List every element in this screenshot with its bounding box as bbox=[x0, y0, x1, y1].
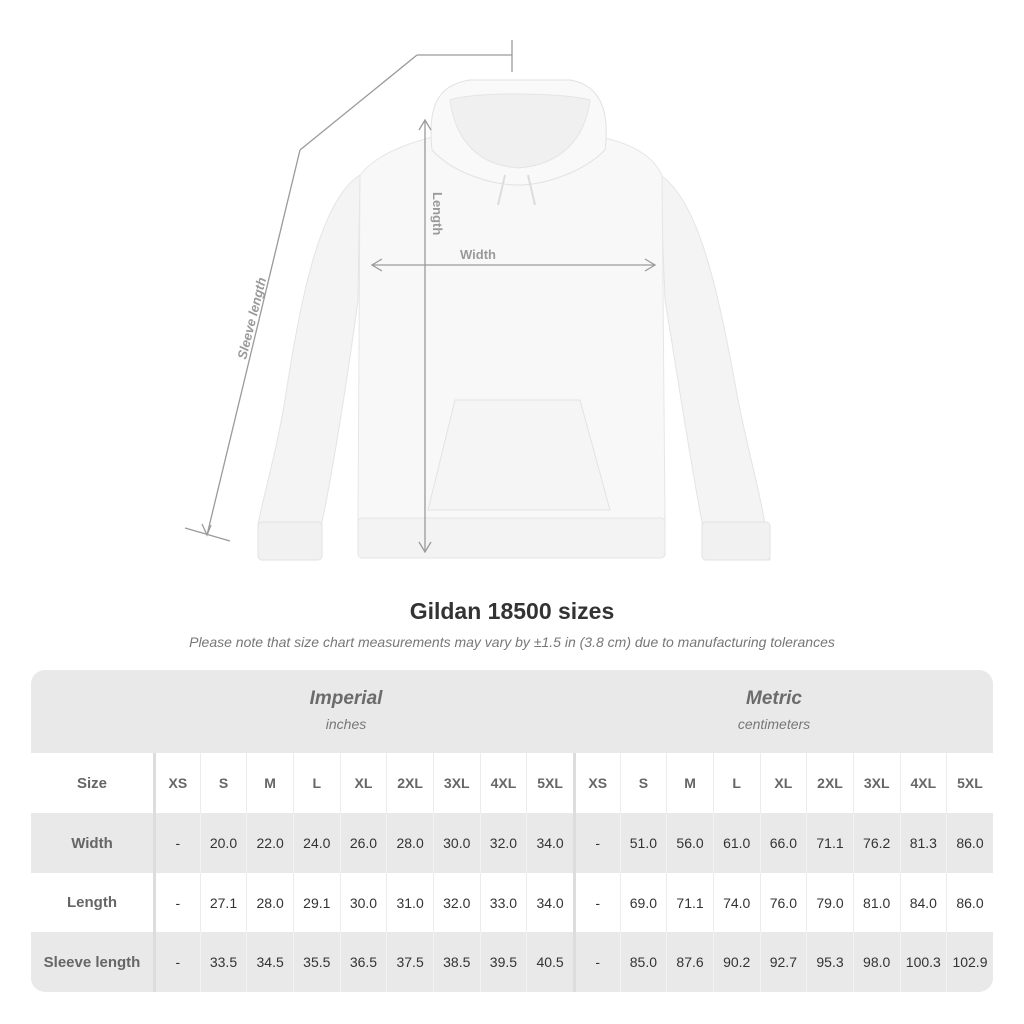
table-cell: 34.0 bbox=[526, 813, 573, 873]
table-cell: 100.3 bbox=[899, 932, 947, 992]
table-cell: M bbox=[246, 753, 293, 813]
table-cell: - bbox=[153, 873, 200, 932]
measurement-lines bbox=[184, 40, 657, 554]
table-cell: S bbox=[619, 753, 667, 813]
table-cell: 33.0 bbox=[479, 873, 527, 932]
table-cell: 74.0 bbox=[712, 873, 760, 932]
table-cell: 20.0 bbox=[199, 813, 247, 873]
table-cell: 102.9 bbox=[946, 932, 993, 992]
table-cell: 71.1 bbox=[806, 813, 853, 873]
table-cell: - bbox=[572, 932, 620, 992]
sleeve-length-line bbox=[206, 149, 301, 536]
table-cell: 22.0 bbox=[246, 813, 293, 873]
group-name: Metric bbox=[746, 688, 802, 709]
table-cell: 81.0 bbox=[852, 873, 900, 932]
table-cell: - bbox=[572, 813, 620, 873]
size-header-row: Size XS S M L XL 2XL 3XL 4XL 5XL XS S M L XL 2XL 3XL 4XL 5… bbox=[31, 753, 993, 813]
table-cell: 34.5 bbox=[246, 932, 293, 992]
table-cell: 32.0 bbox=[479, 813, 527, 873]
table-cell: 51.0 bbox=[619, 813, 667, 873]
table-cell: 71.1 bbox=[666, 873, 713, 932]
table-cell: 90.2 bbox=[712, 932, 760, 992]
width-label: Width bbox=[460, 247, 496, 262]
table-cell: 30.0 bbox=[339, 873, 387, 932]
row-label: Length bbox=[67, 894, 117, 911]
table-cell: 66.0 bbox=[759, 813, 807, 873]
table-cell: 4XL bbox=[899, 753, 947, 813]
table-cell: 4XL bbox=[479, 753, 527, 813]
table-cell: 33.5 bbox=[199, 932, 247, 992]
table-cell: S bbox=[199, 753, 247, 813]
table-cell: 2XL bbox=[386, 753, 433, 813]
row-label: Sleeve length bbox=[43, 953, 141, 971]
hoodie-image bbox=[257, 79, 771, 561]
table-cell: L bbox=[292, 753, 340, 813]
table-cell: 32.0 bbox=[432, 873, 480, 932]
table-cell: 85.0 bbox=[619, 932, 667, 992]
table-cell: 87.6 bbox=[666, 932, 713, 992]
table-cell: 69.0 bbox=[619, 873, 667, 932]
table-cell: 40.5 bbox=[526, 932, 573, 992]
table-cell: 61.0 bbox=[712, 813, 760, 873]
sleeve-length-label: Sleeve length bbox=[234, 276, 269, 361]
table-cell: XL bbox=[759, 753, 807, 813]
hoodie-illustration: Sleeve length Length Width bbox=[184, 40, 771, 561]
row-label: Size bbox=[76, 774, 107, 792]
row-label: Width bbox=[71, 834, 113, 852]
table-cell: 81.3 bbox=[899, 813, 947, 873]
table-cell: - bbox=[572, 873, 620, 932]
table-cell: 3XL bbox=[852, 753, 900, 813]
tolerance-note: Please note that size chart measurements… bbox=[189, 634, 835, 650]
group-unit: centimeters bbox=[737, 716, 811, 732]
table-cell: 79.0 bbox=[806, 873, 853, 932]
group-unit: inches bbox=[325, 716, 367, 732]
table-cell: 76.2 bbox=[852, 813, 900, 873]
table-row: Width -20.0 22.0 24.0 26.0 28.0 30.0 32.0 34.0-5… bbox=[31, 813, 993, 873]
table-cell: 29.1 bbox=[292, 873, 340, 932]
table-cell: 24.0 bbox=[292, 813, 340, 873]
table-cell: 28.0 bbox=[246, 873, 293, 932]
table-cell: 26.0 bbox=[339, 813, 387, 873]
page-title: Gildan 18500 sizes bbox=[409, 598, 615, 624]
table-cell: 34.0 bbox=[526, 873, 573, 932]
table-cell: 37.5 bbox=[386, 932, 433, 992]
table-cell: 38.5 bbox=[432, 932, 480, 992]
table-cell: XS bbox=[153, 753, 200, 813]
table-cell: 31.0 bbox=[386, 873, 433, 932]
table-cell: 3XL bbox=[432, 753, 480, 813]
table-cell: 98.0 bbox=[852, 932, 900, 992]
size-table: Imperial inches Metric centimeters Size X… bbox=[31, 670, 993, 992]
table-cell: L bbox=[712, 753, 760, 813]
table-cell: 76.0 bbox=[759, 873, 807, 932]
table-cell: XL bbox=[339, 753, 387, 813]
table-row: Sleeve length -33.5 34.5 35.5 36.5 37.5 38.5 39… bbox=[31, 932, 993, 992]
length-label: Length bbox=[430, 192, 445, 235]
table-cell: XS bbox=[572, 753, 620, 813]
table-cell: 28.0 bbox=[386, 813, 433, 873]
group-name: Imperial bbox=[309, 688, 383, 709]
table-cell: - bbox=[153, 932, 200, 992]
table-cell: 35.5 bbox=[292, 932, 340, 992]
table-cell: 5XL bbox=[526, 753, 573, 813]
table-cell: M bbox=[666, 753, 713, 813]
table-cell: 86.0 bbox=[946, 873, 993, 932]
unit-header: Imperial inches Metric centimeters bbox=[31, 670, 993, 753]
table-cell: 5XL bbox=[946, 753, 993, 813]
table-row: Length -27.1 28.0 29.1 30.0 31.0 32.0 33.0 34.0-… bbox=[31, 873, 993, 932]
table-cell: 30.0 bbox=[432, 813, 480, 873]
table-cell: 39.5 bbox=[479, 932, 527, 992]
table-cell: 95.3 bbox=[806, 932, 853, 992]
table-cell: 36.5 bbox=[339, 932, 387, 992]
table-cell: - bbox=[153, 813, 200, 873]
group-metric: Metric centimeters bbox=[564, 688, 984, 732]
sleeve-shoulder-line bbox=[299, 54, 418, 151]
table-cell: 2XL bbox=[806, 753, 853, 813]
table-cell: 92.7 bbox=[759, 932, 807, 992]
table-cell: 56.0 bbox=[666, 813, 713, 873]
table-cell: 27.1 bbox=[199, 873, 247, 932]
group-imperial: Imperial inches bbox=[136, 688, 556, 732]
table-cell: 84.0 bbox=[899, 873, 947, 932]
table-cell: 86.0 bbox=[946, 813, 993, 873]
